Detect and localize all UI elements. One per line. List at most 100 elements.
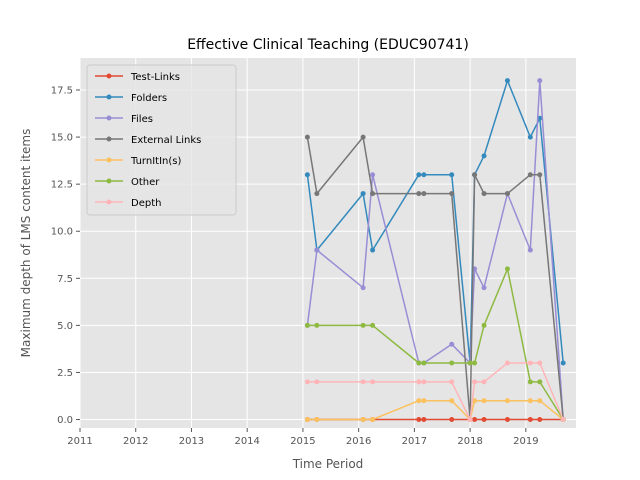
y-axis-label: Maximum depth of LMS content items (19, 129, 33, 358)
series-layer (304, 78, 566, 423)
data-point (416, 417, 422, 423)
data-point (370, 172, 376, 178)
data-point (560, 417, 566, 423)
x-tick-label: 2013 (179, 436, 204, 447)
data-point (421, 379, 427, 385)
data-point (481, 417, 487, 423)
legend-marker (106, 136, 112, 142)
data-point (360, 379, 366, 385)
data-point (472, 172, 478, 178)
data-point (527, 360, 533, 366)
data-point (481, 191, 487, 197)
x-tick-label: 2018 (457, 436, 482, 447)
data-point (421, 360, 427, 366)
data-point (449, 341, 455, 347)
data-point (527, 398, 533, 404)
legend-label: Depth (131, 198, 161, 209)
data-point (449, 398, 455, 404)
data-point (472, 417, 478, 423)
y-tick-label: 15.0 (51, 133, 73, 144)
x-tick-label: 2011 (67, 436, 92, 447)
data-point (537, 78, 543, 84)
data-point (449, 379, 455, 385)
data-point (537, 398, 543, 404)
data-point (537, 172, 543, 178)
data-point (527, 379, 533, 385)
data-point (304, 417, 310, 423)
y-tick-label: 0.0 (57, 415, 73, 426)
y-tick-label: 10.0 (51, 227, 73, 238)
data-point (504, 266, 510, 272)
data-point (314, 379, 320, 385)
data-point (449, 191, 455, 197)
data-point (370, 191, 376, 197)
legend-marker (106, 199, 112, 205)
data-point (504, 191, 510, 197)
series-line (306, 79, 564, 364)
data-point (527, 134, 533, 140)
data-point (527, 247, 533, 253)
y-tick-label: 5.0 (57, 321, 73, 332)
data-point (421, 398, 427, 404)
data-point (449, 172, 455, 178)
x-axis-label: Time Period (292, 457, 364, 471)
data-point (304, 322, 310, 328)
x-tick-label: 2019 (513, 436, 538, 447)
series-line (306, 79, 564, 420)
data-point (481, 398, 487, 404)
data-point (314, 247, 320, 253)
legend-box (86, 64, 237, 216)
data-point (370, 379, 376, 385)
data-point (527, 417, 533, 423)
legend-label: Files (131, 114, 153, 125)
legend-marker (106, 178, 112, 184)
x-axis: 2011 2012 2013 2014 2015 2016 2017 2018 2019 (67, 428, 539, 447)
data-point (504, 417, 510, 423)
legend-marker (106, 94, 112, 100)
data-point (360, 191, 366, 197)
x-tick-label: 2012 (123, 436, 148, 447)
data-point (421, 191, 427, 197)
x-tick-label: 2014 (234, 436, 259, 447)
legend: Test-Links Folders Files External Links Turn… (86, 64, 237, 216)
data-point (504, 398, 510, 404)
data-point (314, 191, 320, 197)
data-point (304, 134, 310, 140)
x-tick-label: 2016 (346, 436, 371, 447)
data-point (472, 379, 478, 385)
data-point (421, 417, 427, 423)
data-point (416, 191, 422, 197)
data-point (370, 322, 376, 328)
data-point (314, 417, 320, 423)
x-tick-label: 2015 (290, 436, 315, 447)
legend-label: TurnItIn(s) (130, 156, 181, 167)
x-tick-label: 2017 (402, 436, 427, 447)
data-point (304, 172, 310, 178)
data-point (527, 172, 533, 178)
data-point (360, 417, 366, 423)
legend-marker (106, 115, 112, 121)
data-point (416, 172, 422, 178)
data-point (537, 379, 543, 385)
legend-label: Test-Links (130, 72, 180, 83)
data-point (370, 247, 376, 253)
data-point (481, 322, 487, 328)
data-point (537, 360, 543, 366)
legend-marker (106, 73, 112, 79)
data-point (472, 360, 478, 366)
data-point (481, 153, 487, 159)
y-tick-label: 2.5 (57, 368, 73, 379)
data-point (504, 360, 510, 366)
data-point (449, 360, 455, 366)
data-point (360, 322, 366, 328)
y-axis: 0.0 2.5 5.0 7.5 10.0 12.5 15.0 17.5 (51, 86, 80, 426)
data-point (421, 172, 427, 178)
data-point (537, 115, 543, 121)
data-point (314, 322, 320, 328)
legend-label: Folders (131, 93, 167, 104)
data-point (481, 379, 487, 385)
series-group (304, 360, 566, 423)
y-tick-label: 12.5 (51, 180, 73, 191)
data-point (472, 398, 478, 404)
